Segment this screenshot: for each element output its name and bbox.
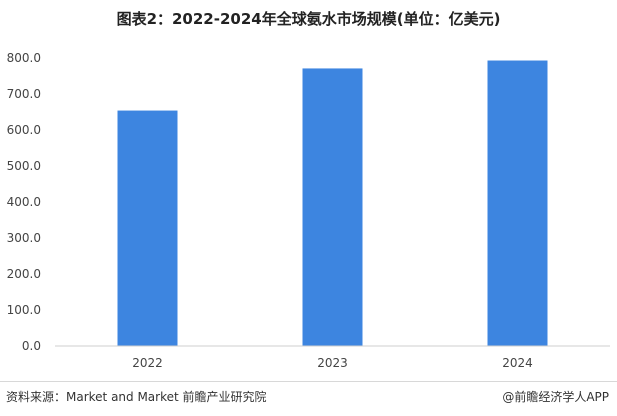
brand-label: @前瞻经济学人APP [502, 390, 609, 404]
x-axis: 2022 2023 2024 [55, 345, 610, 370]
bars [117, 60, 548, 347]
chart-title: 图表2：2022-2024年全球氨水市场规模(单位：亿美元) [116, 10, 501, 28]
x-tick-label: 2022 [132, 356, 163, 370]
bar-2023 [302, 68, 363, 346]
source-note: 资料来源：Market and Market 前瞻产业研究院 [6, 390, 267, 404]
y-tick-label: 800.0 [7, 51, 41, 65]
y-tick-label: 700.0 [7, 87, 41, 101]
y-tick-label: 300.0 [7, 231, 41, 245]
bar-2024 [487, 60, 548, 347]
y-tick-label: 500.0 [7, 159, 41, 173]
x-tick-label: 2023 [317, 356, 348, 370]
y-axis: 0.0 100.0 200.0 300.0 400.0 500.0 600.0 700.0 80… [7, 51, 41, 353]
bar-2022 [117, 110, 178, 346]
y-tick-label: 600.0 [7, 123, 41, 137]
footer-divider [0, 381, 617, 382]
x-tick-label: 2024 [502, 356, 533, 370]
y-tick-label: 0.0 [22, 339, 41, 353]
y-tick-label: 200.0 [7, 267, 41, 281]
y-tick-label: 400.0 [7, 195, 41, 209]
bar-chart: 0.0 100.0 200.0 300.0 400.0 500.0 600.0 700.0 80… [7, 51, 610, 370]
y-tick-label: 100.0 [7, 303, 41, 317]
